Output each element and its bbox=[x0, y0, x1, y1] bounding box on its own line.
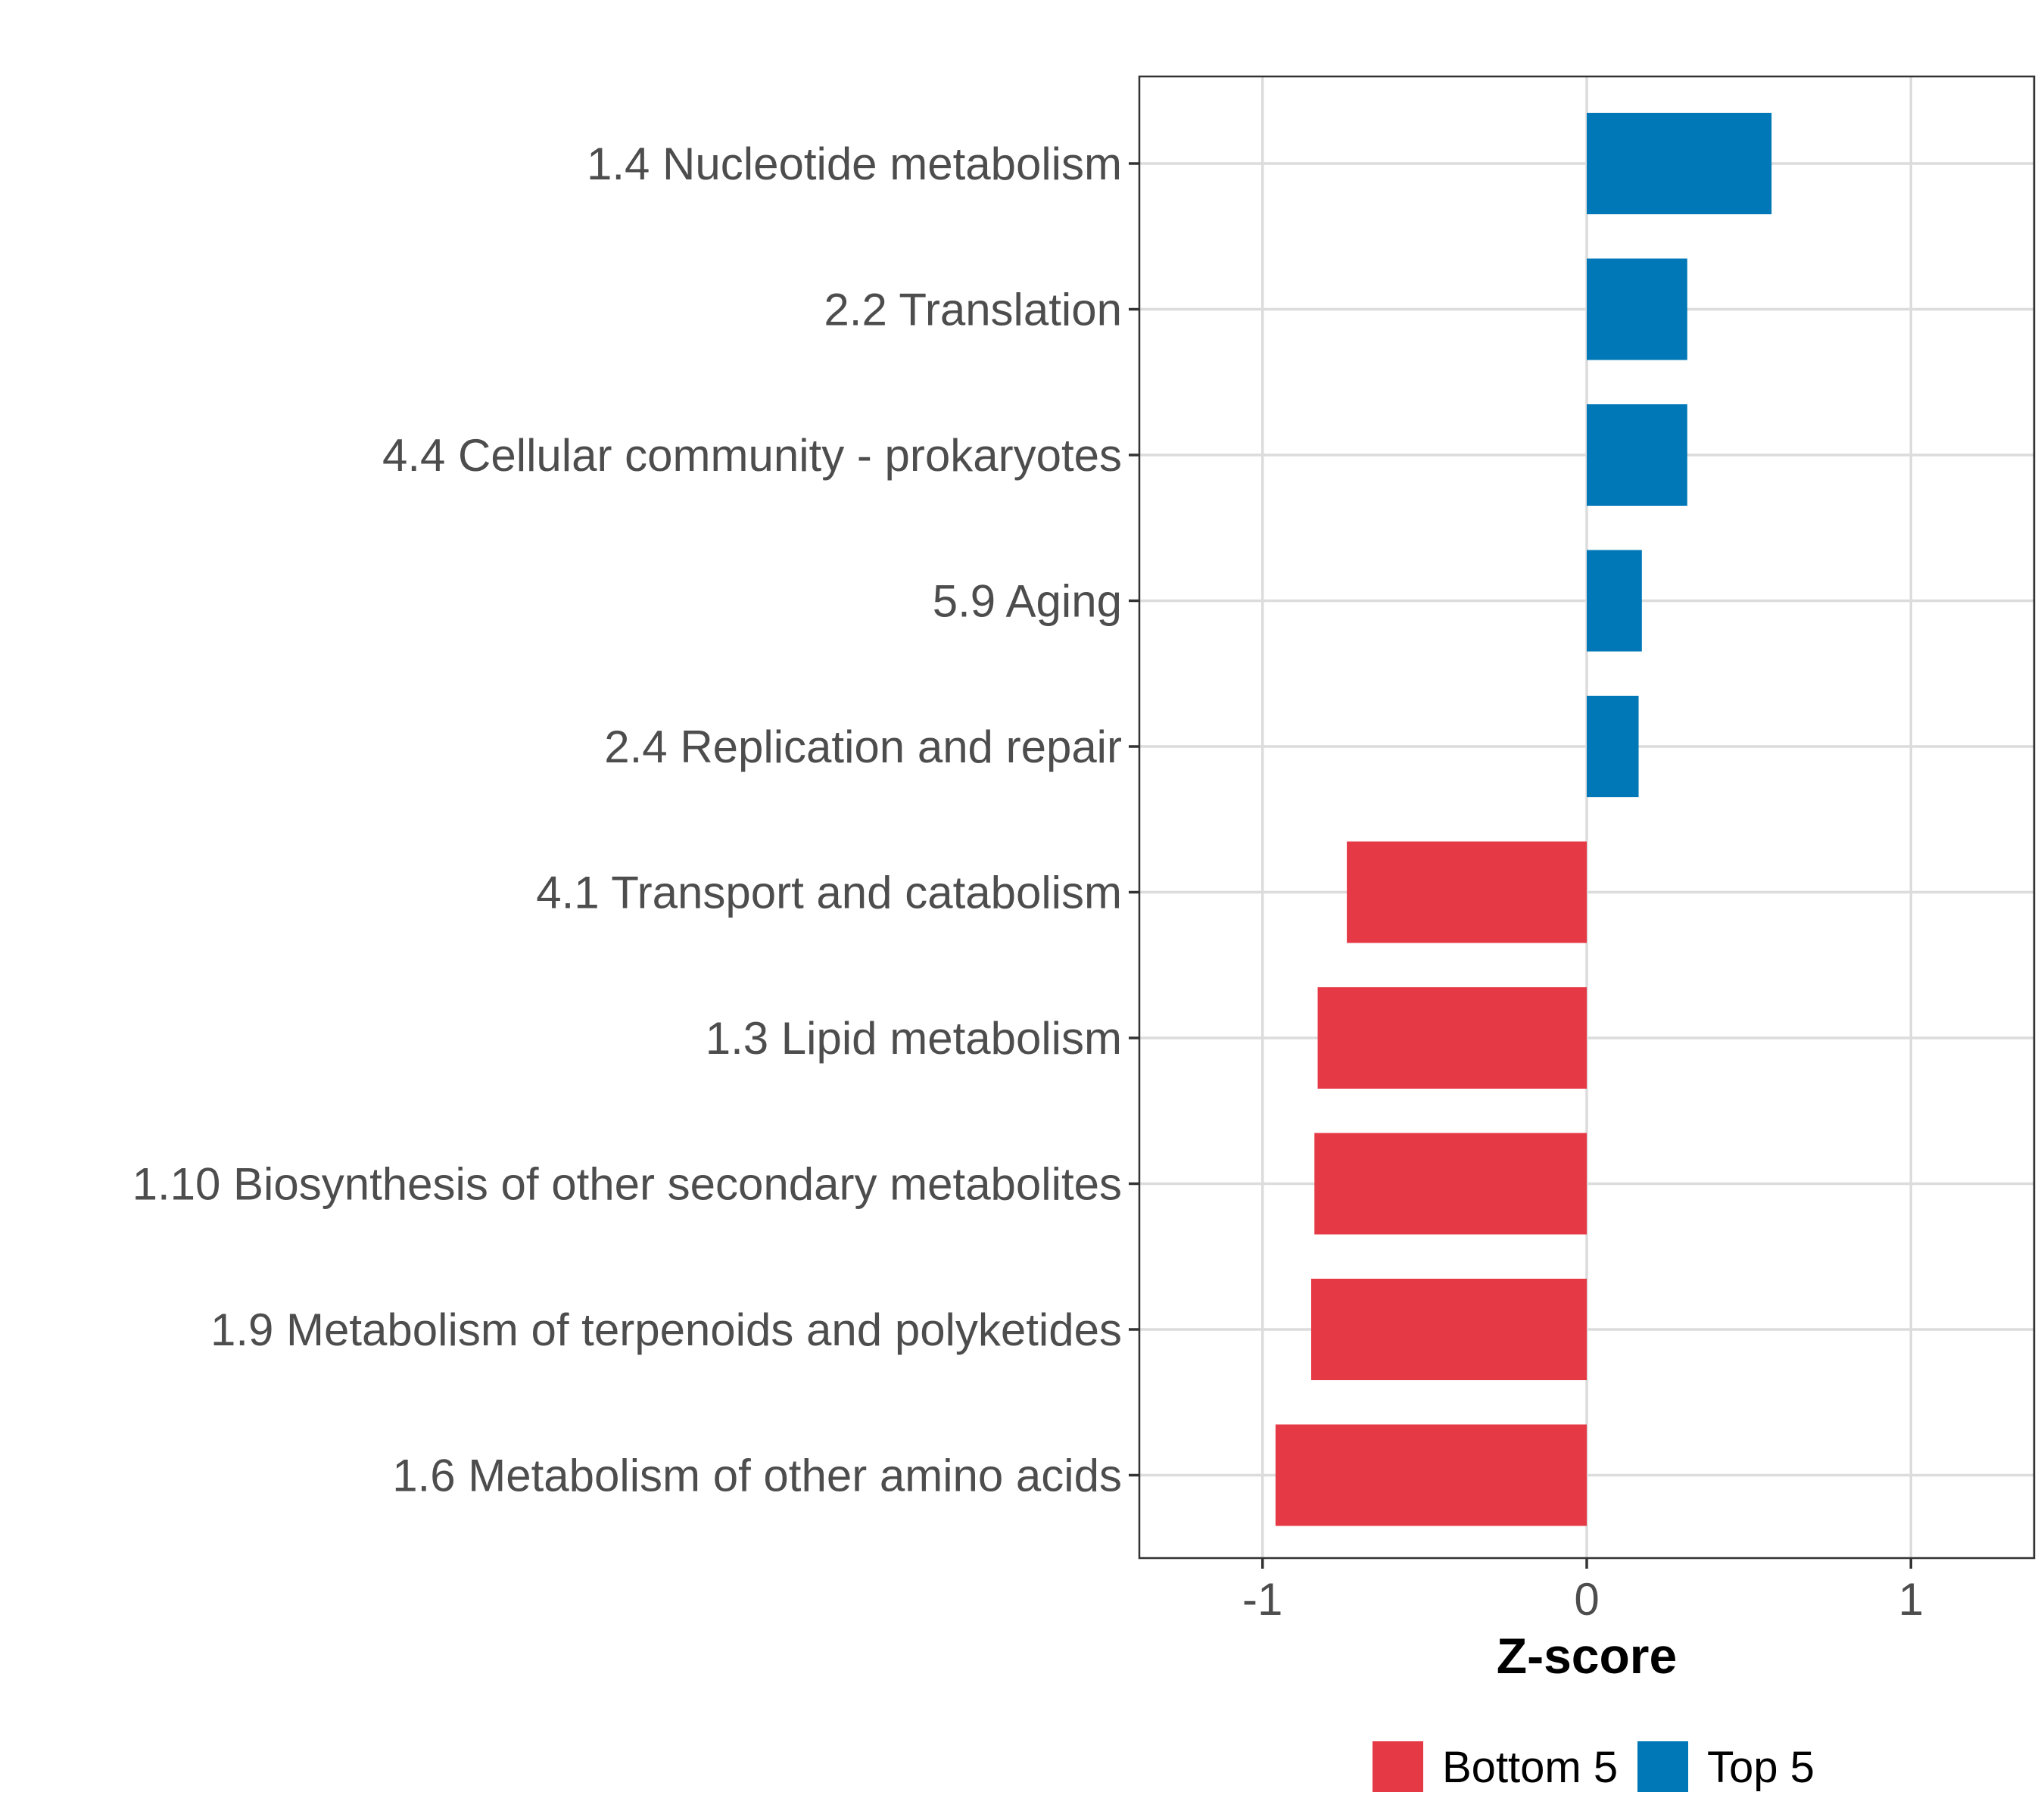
bar bbox=[1275, 1424, 1587, 1526]
bar bbox=[1310, 1279, 1587, 1380]
x-tick-label: 0 bbox=[1574, 1574, 1599, 1625]
legend-swatch-bottom-5 bbox=[1373, 1741, 1423, 1792]
bar bbox=[1347, 841, 1587, 943]
bar bbox=[1587, 113, 1772, 214]
bar bbox=[1317, 987, 1587, 1089]
y-tick-label: 4.1 Transport and catabolism bbox=[536, 868, 1122, 918]
bars bbox=[1275, 113, 1772, 1526]
bar bbox=[1587, 550, 1642, 652]
bar bbox=[1587, 404, 1687, 506]
bar bbox=[1314, 1133, 1587, 1235]
legend: Bottom 5 Top 5 bbox=[1373, 1741, 1815, 1792]
y-tick-label: 1.9 Metabolism of terpenoids and polyket… bbox=[210, 1304, 1122, 1355]
x-axis: -1 0 1 bbox=[1242, 1558, 1924, 1625]
y-tick-label: 1.3 Lipid metabolism bbox=[706, 1013, 1122, 1064]
y-tick-label: 1.10 Biosynthesis of other secondary met… bbox=[132, 1159, 1122, 1210]
x-axis-title: Z-score bbox=[1497, 1628, 1677, 1684]
y-tick-label: 1.6 Metabolism of other amino acids bbox=[392, 1451, 1122, 1501]
legend-swatch-top-5 bbox=[1637, 1741, 1688, 1792]
y-tick-label: 1.4 Nucleotide metabolism bbox=[587, 139, 1122, 189]
y-tick-label: 2.2 Translation bbox=[824, 285, 1122, 335]
x-tick-label: 1 bbox=[1899, 1574, 1924, 1625]
y-tick-label: 2.4 Replication and repair bbox=[604, 722, 1122, 772]
x-tick-label: -1 bbox=[1242, 1574, 1282, 1625]
y-tick-label: 5.9 Aging bbox=[933, 576, 1122, 627]
y-tick-label: 4.4 Cellular community - prokaryotes bbox=[382, 430, 1122, 481]
y-axis: 1.4 Nucleotide metabolism 2.2 Translation… bbox=[132, 139, 1139, 1501]
bar bbox=[1587, 696, 1639, 797]
legend-label-top-5: Top 5 bbox=[1707, 1743, 1815, 1792]
bar bbox=[1587, 258, 1687, 360]
legend-label-bottom-5: Bottom 5 bbox=[1442, 1743, 1618, 1792]
